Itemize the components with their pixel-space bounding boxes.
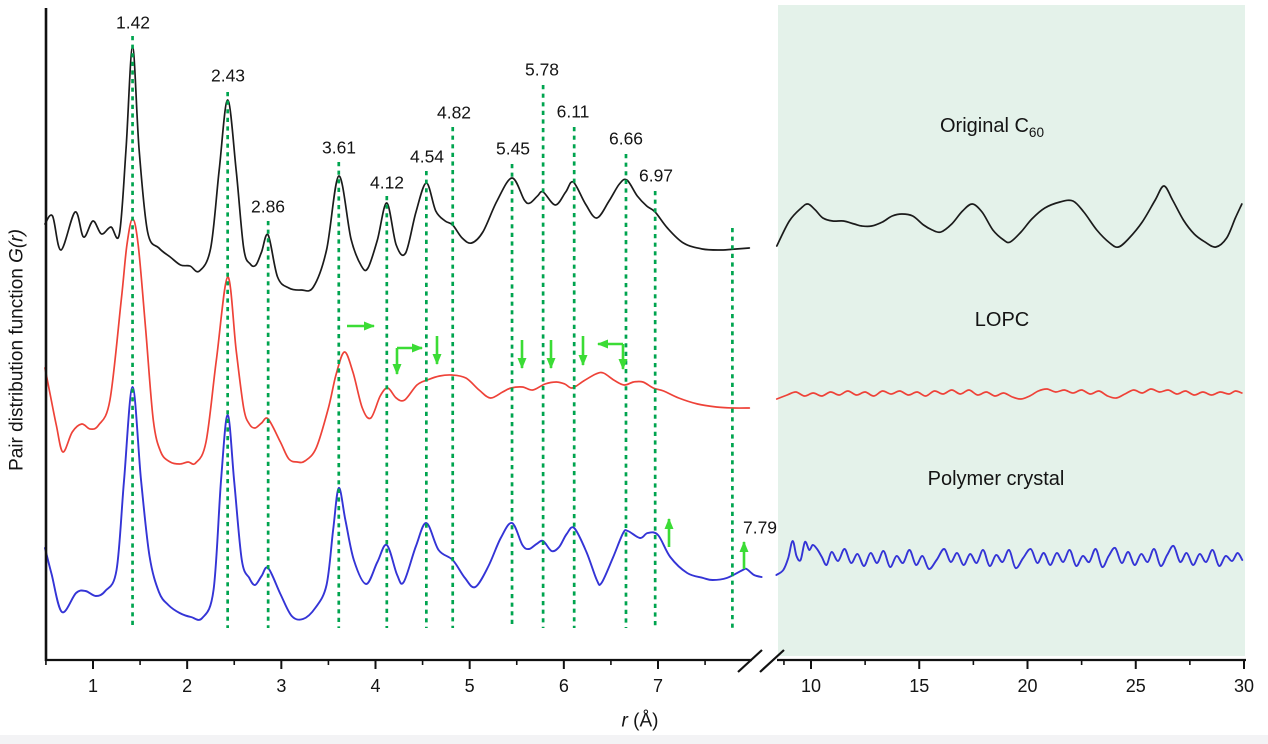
x-tick-label-25: 25 [1125, 676, 1146, 696]
peak-label-2.86: 2.86 [250, 196, 286, 217]
series-label-text: LOPC [974, 309, 1030, 331]
peak-label-5.78: 5.78 [524, 59, 560, 80]
y-axis-label-function: G(r) [6, 229, 28, 263]
series-label-text: Original C [939, 115, 1029, 138]
series-label-subscript: 60 [1028, 125, 1045, 141]
x-tick-label-2: 2 [182, 676, 193, 696]
axis-break-slash [737, 649, 763, 673]
curve-original-c60-left [44, 46, 751, 292]
x-tick-label-3: 3 [276, 676, 287, 696]
x-tick-label-30: 30 [1233, 676, 1255, 696]
series-label-text: Polymer crystal [927, 468, 1065, 490]
peak-label-6.11: 6.11 [556, 101, 590, 122]
series-label-original-c60: Original C60 [940, 116, 1044, 140]
peak-label-4.54: 4.54 [409, 146, 445, 167]
x-tick-label-1: 1 [87, 676, 99, 696]
window-bottom-strip [0, 735, 1268, 744]
x-axis-label: r (Å) [622, 712, 659, 731]
x-axis-symbol: r [621, 710, 628, 732]
series-label-lopc: LOPC [975, 310, 1029, 330]
curve-lopc-left [44, 218, 751, 466]
peak-label-5.45: 5.45 [495, 138, 531, 159]
x-tick-label-7: 7 [652, 676, 664, 696]
curve-lopc-right [775, 388, 1243, 400]
peak-label-7.79: 7.79 [742, 517, 778, 538]
x-axis-unit: (Å) [627, 710, 659, 732]
axis-break-slash [759, 649, 785, 673]
peak-label-4.12: 4.12 [369, 172, 405, 193]
peak-label-2.43: 2.43 [210, 65, 246, 86]
peak-label-3.61: 3.61 [321, 137, 357, 158]
curve-polymer-crystal-left [44, 386, 763, 621]
x-tick-label-15: 15 [909, 676, 930, 696]
x-tick-label-6: 6 [558, 676, 569, 696]
x-tick-label-4: 4 [370, 676, 381, 696]
x-tick-label-5: 5 [464, 676, 475, 696]
curve-original-c60-right [775, 185, 1243, 249]
y-axis-label-text: Pair distribution function [6, 262, 28, 471]
peak-label-1.42: 1.42 [115, 12, 151, 33]
peak-label-6.66: 6.66 [608, 128, 644, 149]
x-tick-label-10: 10 [800, 676, 822, 696]
highlight-region [778, 5, 1245, 656]
peak-label-4.82: 4.82 [436, 102, 472, 123]
series-label-polymer-crystal: Polymer crystal [928, 469, 1065, 489]
peak-label-6.97: 6.97 [638, 165, 674, 186]
x-tick-label-20: 20 [1017, 676, 1038, 696]
y-axis-label: Pair distribution function G(r) [6, 229, 28, 471]
curve-polymer-crystal-right [775, 540, 1244, 576]
